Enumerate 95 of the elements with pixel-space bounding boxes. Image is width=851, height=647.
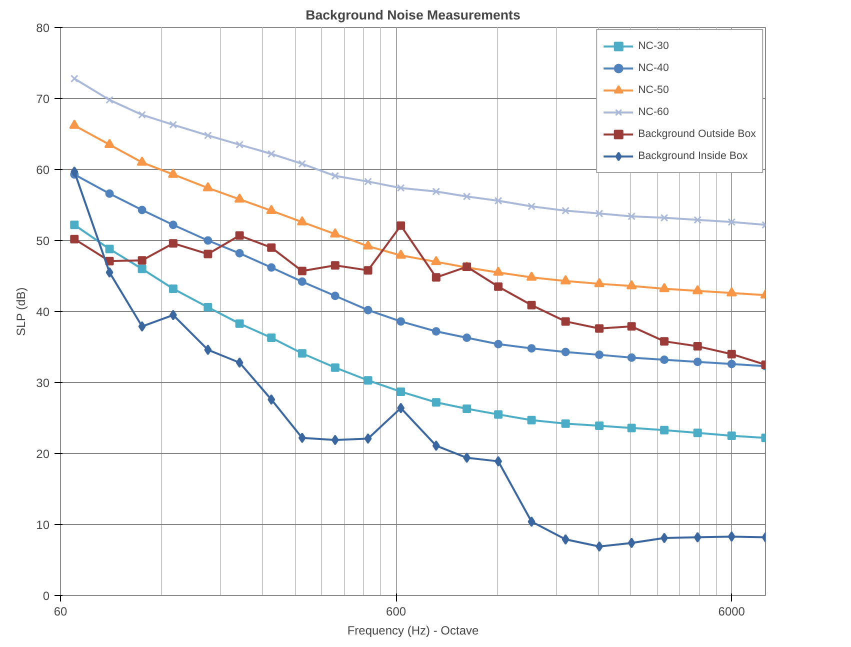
- y-tick-label: 80: [36, 21, 50, 35]
- point: [396, 387, 406, 396]
- y-tick-label: 70: [36, 92, 50, 106]
- point: [396, 249, 406, 259]
- point: [660, 356, 669, 364]
- point: [659, 282, 670, 292]
- point: [462, 192, 471, 200]
- point: [430, 256, 442, 266]
- x-tick-label: 60: [54, 604, 68, 618]
- point: [268, 394, 276, 405]
- legend-label: NC-40: [638, 62, 669, 74]
- point: [70, 220, 79, 230]
- point: [694, 532, 702, 543]
- legend-label: Background Inside Box: [638, 150, 748, 162]
- point: [693, 358, 702, 366]
- point: [561, 348, 570, 356]
- point: [462, 404, 472, 414]
- point: [562, 534, 570, 545]
- point: [660, 426, 669, 434]
- point: [432, 188, 440, 196]
- point: [432, 273, 440, 282]
- y-tick-label: 40: [36, 305, 50, 319]
- point: [660, 532, 668, 544]
- legend-label: NC-50: [638, 84, 669, 96]
- point: [267, 263, 276, 272]
- point: [660, 214, 668, 222]
- legend-label: Background Outside Box: [638, 128, 756, 140]
- point: [594, 278, 605, 288]
- point: [560, 275, 571, 284]
- point: [70, 166, 78, 177]
- point: [397, 402, 405, 414]
- point: [169, 120, 178, 129]
- point: [396, 317, 406, 326]
- point: [432, 327, 440, 336]
- point: [432, 440, 440, 451]
- point: [626, 280, 637, 290]
- point: [463, 452, 471, 464]
- point: [595, 422, 604, 430]
- point: [596, 541, 604, 552]
- point: [169, 310, 177, 320]
- point: [561, 419, 570, 428]
- point: [267, 150, 276, 158]
- y-tick-label: 10: [36, 518, 50, 532]
- point: [562, 206, 570, 215]
- point: [70, 234, 79, 244]
- point: [627, 353, 636, 362]
- point: [235, 231, 244, 240]
- point: [168, 284, 178, 294]
- y-tick-label: 60: [36, 163, 50, 177]
- point: [728, 218, 736, 226]
- point: [727, 350, 736, 358]
- legend-label: NC-60: [638, 106, 669, 118]
- y-axis-title: SLP (dB): [14, 287, 28, 336]
- y-tick-label: 0: [42, 589, 50, 603]
- point: [168, 220, 178, 230]
- point: [235, 249, 244, 258]
- point: [693, 428, 702, 438]
- y-tick-label: 50: [36, 234, 50, 248]
- point: [628, 538, 636, 548]
- point: [726, 287, 737, 296]
- legend-label: NC-30: [638, 40, 669, 52]
- point: [462, 334, 472, 342]
- point: [627, 424, 636, 432]
- point: [236, 357, 244, 368]
- point: [266, 204, 277, 214]
- point: [728, 531, 736, 542]
- point: [628, 212, 636, 220]
- x-tick-label: 600: [386, 604, 406, 618]
- point: [69, 120, 80, 129]
- point: [432, 398, 440, 407]
- x-axis-title: Frequency (Hz) - Octave: [347, 624, 480, 638]
- point: [727, 432, 736, 440]
- point: [168, 239, 178, 248]
- point: [693, 342, 702, 351]
- point: [168, 168, 178, 178]
- point: [267, 334, 276, 342]
- point: [561, 317, 570, 326]
- point: [692, 284, 703, 294]
- point: [595, 350, 604, 360]
- point: [660, 337, 669, 346]
- y-tick-label: 30: [36, 376, 50, 390]
- point: [236, 140, 244, 149]
- point: [235, 319, 244, 328]
- point: [267, 243, 276, 252]
- y-tick-label: 20: [36, 447, 50, 461]
- chart-title: Background Noise Measurements: [306, 8, 520, 22]
- point: [396, 221, 406, 230]
- point: [70, 74, 78, 83]
- point: [727, 360, 736, 368]
- point: [234, 193, 245, 203]
- point: [627, 322, 636, 331]
- point: [595, 210, 604, 218]
- point: [694, 216, 702, 224]
- x-tick-label: 6000: [718, 604, 746, 618]
- point: [595, 324, 604, 333]
